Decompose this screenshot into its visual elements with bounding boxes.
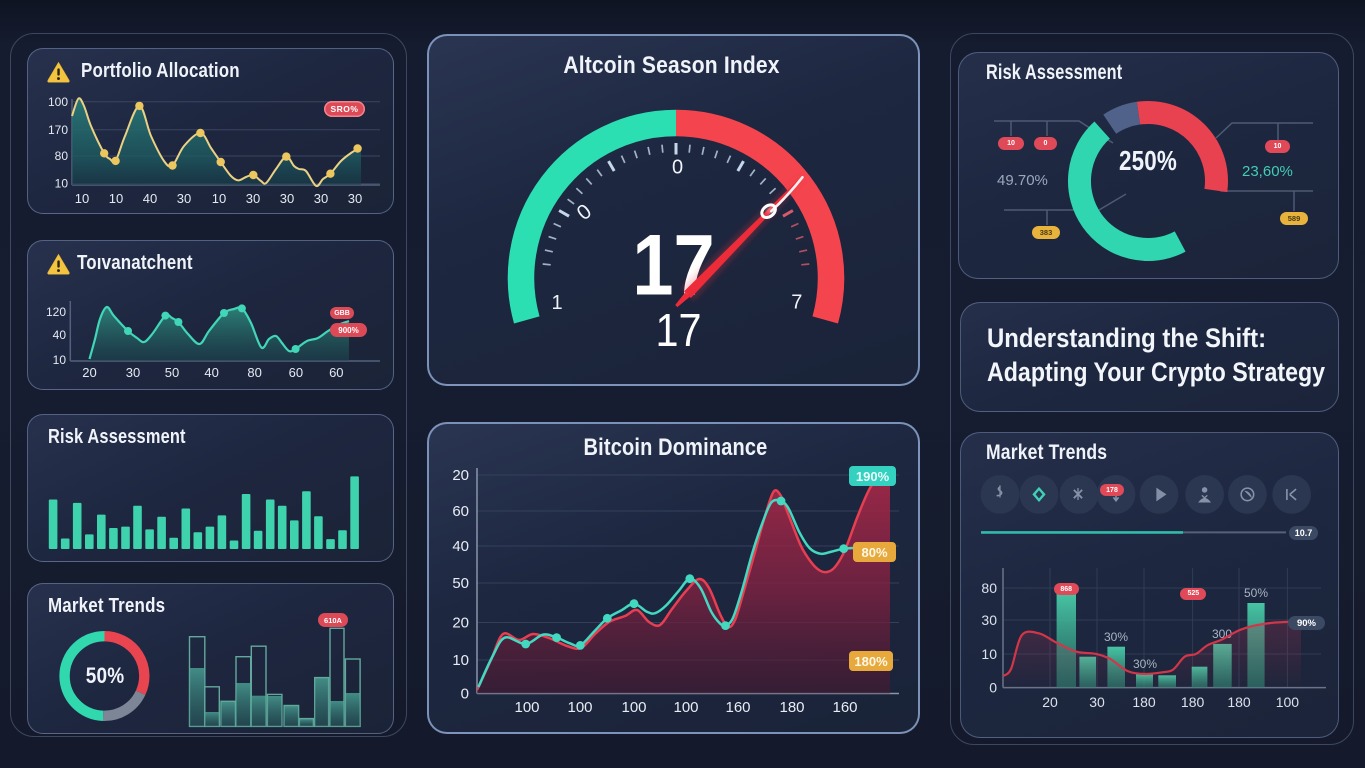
svg-text:20: 20 [452, 615, 469, 632]
svg-text:40: 40 [452, 538, 469, 555]
svg-text:160: 160 [725, 699, 750, 716]
svg-text:180: 180 [1227, 694, 1251, 710]
svg-text:1: 1 [551, 292, 562, 314]
svg-text:100: 100 [567, 699, 592, 716]
svg-text:180: 180 [1132, 694, 1156, 710]
svg-text:80: 80 [55, 149, 69, 163]
svg-text:30: 30 [314, 191, 328, 206]
svg-text:40: 40 [143, 191, 157, 206]
svg-text:30: 30 [280, 191, 294, 206]
svg-text:100: 100 [1276, 694, 1300, 710]
svg-text:20: 20 [82, 365, 96, 380]
svg-text:0: 0 [573, 200, 596, 225]
svg-text:30: 30 [348, 191, 362, 206]
svg-text:10: 10 [75, 191, 89, 206]
svg-text:100: 100 [514, 699, 539, 716]
svg-text:40: 40 [204, 365, 218, 380]
svg-text:20: 20 [1042, 694, 1058, 710]
svg-text:50: 50 [452, 575, 469, 592]
svg-text:10: 10 [55, 177, 69, 191]
svg-text:50: 50 [165, 365, 179, 380]
svg-text:80: 80 [981, 580, 997, 596]
svg-text:10: 10 [212, 191, 226, 206]
svg-text:30: 30 [1089, 694, 1105, 710]
svg-text:100: 100 [621, 699, 646, 716]
svg-text:180: 180 [779, 699, 804, 716]
svg-text:30: 30 [981, 612, 997, 628]
svg-text:10: 10 [109, 191, 123, 206]
svg-text:17: 17 [655, 305, 701, 357]
svg-text:0: 0 [461, 686, 469, 703]
svg-text:40: 40 [53, 328, 67, 342]
svg-text:30: 30 [246, 191, 260, 206]
svg-text:17: 17 [632, 216, 714, 313]
svg-text:170: 170 [48, 123, 68, 137]
svg-text:50%: 50% [1244, 586, 1268, 600]
svg-text:120: 120 [46, 305, 66, 319]
svg-text:80: 80 [247, 365, 261, 380]
svg-text:10: 10 [53, 353, 67, 367]
svg-text:7: 7 [791, 292, 802, 314]
svg-text:20: 20 [452, 467, 469, 484]
svg-text:60: 60 [329, 365, 343, 380]
svg-text:30: 30 [126, 365, 140, 380]
svg-text:0: 0 [672, 157, 683, 179]
svg-text:30: 30 [177, 191, 191, 206]
svg-text:10: 10 [981, 646, 997, 662]
svg-text:100: 100 [48, 95, 68, 109]
svg-text:30%: 30% [1133, 657, 1157, 671]
svg-text:180: 180 [1181, 694, 1205, 710]
svg-text:160: 160 [832, 699, 857, 716]
svg-text:60: 60 [452, 503, 469, 520]
svg-text:100: 100 [673, 699, 698, 716]
svg-text:10: 10 [452, 652, 469, 669]
svg-text:60: 60 [289, 365, 303, 380]
svg-text:0: 0 [989, 680, 997, 696]
svg-text:30%: 30% [1104, 630, 1128, 644]
